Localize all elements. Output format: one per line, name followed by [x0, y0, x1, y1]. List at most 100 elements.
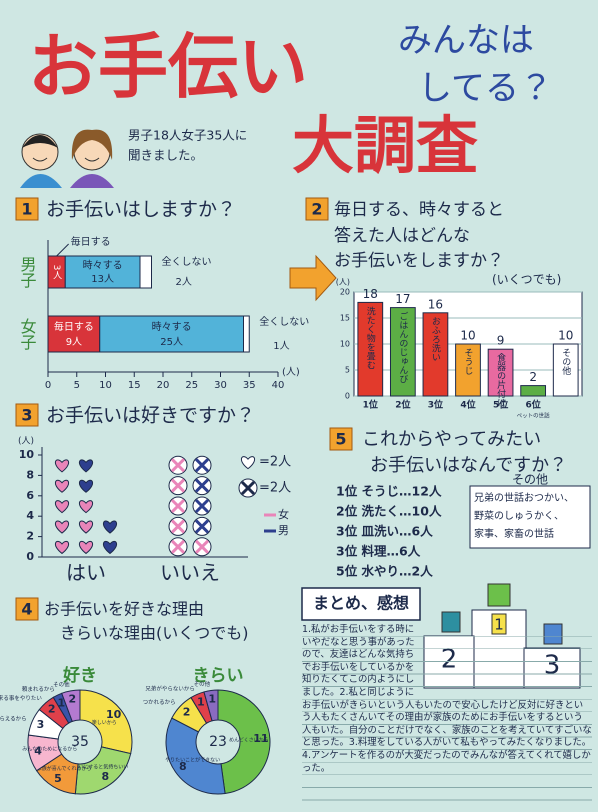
- arrow: [290, 256, 336, 300]
- value-label: 13人: [91, 274, 114, 285]
- section-title: 答えた人はどんな: [334, 225, 470, 246]
- value-label: 18: [363, 287, 378, 301]
- y-tick-label: 6: [26, 489, 34, 502]
- heart-icon: [55, 521, 68, 533]
- category-label: 家族が喜んでくれるから: [37, 765, 92, 772]
- value-label: 1: [208, 692, 216, 705]
- category-label: そうじ: [463, 348, 474, 375]
- x-tick-label: 30: [214, 380, 227, 391]
- value-label: 9: [497, 334, 505, 348]
- category-label: 洗たく物を畳む: [365, 305, 376, 369]
- x-tick-label: 40: [272, 380, 285, 391]
- category-label: 女子: [18, 318, 37, 351]
- section-title: お手伝いはしますか？: [46, 199, 236, 221]
- x-tick-label: 20: [157, 380, 170, 391]
- section-number: 4: [21, 600, 32, 619]
- series-label: 毎日する: [54, 320, 94, 333]
- value-label: 25人: [160, 337, 183, 348]
- category-label: 男子: [18, 256, 37, 289]
- heart-icon: [103, 541, 116, 553]
- section-title: 毎日する、時々すると: [334, 200, 504, 220]
- section-title: きらいな理由(いくつでも): [60, 624, 249, 643]
- section-title: お手伝いをしますか？: [334, 251, 504, 271]
- y-tick-label: 20: [340, 288, 350, 297]
- wish-item: 3位 皿洗い…6人: [336, 524, 433, 539]
- rank-label: 2位: [395, 399, 410, 411]
- bar-segment: [244, 316, 250, 352]
- heart-icon: [79, 480, 92, 492]
- y-tick-label: 4: [26, 509, 34, 522]
- category-label: 食器の片付け: [495, 353, 506, 407]
- series-label: 時々する: [83, 260, 123, 272]
- category-label: 自分が出来る事をやりたい: [0, 694, 42, 702]
- y-tick-label: 0: [26, 550, 34, 563]
- poster-title: お手伝い: [28, 26, 308, 108]
- wish-item: 1位 そうじ…12人: [336, 484, 442, 499]
- poster: お手伝い みんなは してる？ 大調査 男子18人女子35人に 聞きました。 1 …: [0, 0, 598, 812]
- rank-label: 6位: [526, 399, 541, 411]
- wish-item: 5位 水やり…2人: [336, 564, 433, 579]
- section-title: お手伝いは好きですか？: [46, 405, 255, 427]
- value-label: 8: [101, 770, 109, 783]
- category-label: その他: [53, 680, 70, 688]
- series-label: 全くしない: [259, 315, 309, 328]
- value-label: 3: [37, 718, 45, 731]
- legend-label: =2人: [259, 481, 291, 496]
- x-tick-label: 35: [243, 380, 256, 391]
- y-unit: (人): [336, 278, 350, 287]
- section-number: 3: [21, 406, 32, 425]
- y-tick-label: 8: [26, 468, 34, 481]
- header-note: 男子18人女子35人に: [128, 128, 247, 143]
- heart-icon: [55, 480, 68, 492]
- bar: [521, 386, 546, 396]
- section-subtitle: (いくつでも): [492, 273, 561, 287]
- icon-group: [55, 460, 92, 554]
- y-tick-label: 10: [340, 340, 350, 349]
- category-label: 兄弟がやらないから: [145, 684, 195, 692]
- donut-total: 35: [71, 734, 89, 750]
- other-item: 家事、家畜の世話: [474, 527, 554, 540]
- heart-icon: [103, 521, 116, 533]
- icon-group: [193, 456, 211, 535]
- header-note: 聞きました。: [128, 148, 203, 163]
- section-title: これからやってみたい: [362, 429, 541, 450]
- y-tick-label: 15: [340, 314, 350, 323]
- value-label: 16: [428, 297, 443, 311]
- summary-title: まとめ、感想: [313, 594, 409, 613]
- rank-label: 1位: [363, 399, 378, 411]
- x-tick-label: 0: [45, 380, 51, 391]
- y-tick-label: 2: [26, 530, 34, 543]
- series-label: 全くしない: [162, 255, 212, 268]
- y-tick-label: 0: [345, 392, 350, 401]
- rank-label: 3位: [428, 399, 443, 411]
- wish-list: 1位 そうじ…12人 2位 洗たく…10人 3位 皿洗い…6人 3位 料理…6人 5位 …: [336, 484, 442, 579]
- heart-icon: [79, 501, 92, 513]
- wish-item: 2位 洗たく…10人: [336, 504, 442, 519]
- legend-label: =2人: [259, 455, 291, 470]
- category-label: ごはんのじゅんび: [397, 311, 408, 384]
- category-label: やりたいことができない: [165, 756, 220, 763]
- rank-label: 4位: [460, 399, 475, 411]
- leader-line: [57, 244, 69, 256]
- x-tick-label: 5: [74, 380, 80, 391]
- value-label: 5: [54, 772, 62, 785]
- section-number: 2: [311, 200, 322, 219]
- category-label: おふろ洗い: [430, 317, 441, 362]
- other-title: その他: [512, 473, 548, 487]
- title-side: みんなは: [398, 21, 534, 61]
- other-item: 野菜のしゅうかく、: [474, 510, 564, 522]
- x-tick-label: 10: [99, 380, 112, 391]
- category-label: 頼まれるから: [22, 686, 55, 693]
- value-label: 2: [68, 693, 76, 706]
- category-label: めんどくさいから: [229, 736, 269, 743]
- y-tick-label: 5: [345, 366, 350, 375]
- value-label: 17: [395, 292, 410, 306]
- y-tick-label: 10: [19, 448, 35, 461]
- wish-item: 3位 料理…6人: [336, 544, 421, 559]
- category-label: その他: [194, 680, 211, 688]
- bar-segment: [140, 256, 152, 288]
- value-label: 2: [183, 706, 191, 719]
- title-side: してる？: [418, 69, 553, 109]
- other-item: 兄弟の世話おつかい、: [474, 492, 574, 504]
- y-unit: (人): [18, 437, 34, 447]
